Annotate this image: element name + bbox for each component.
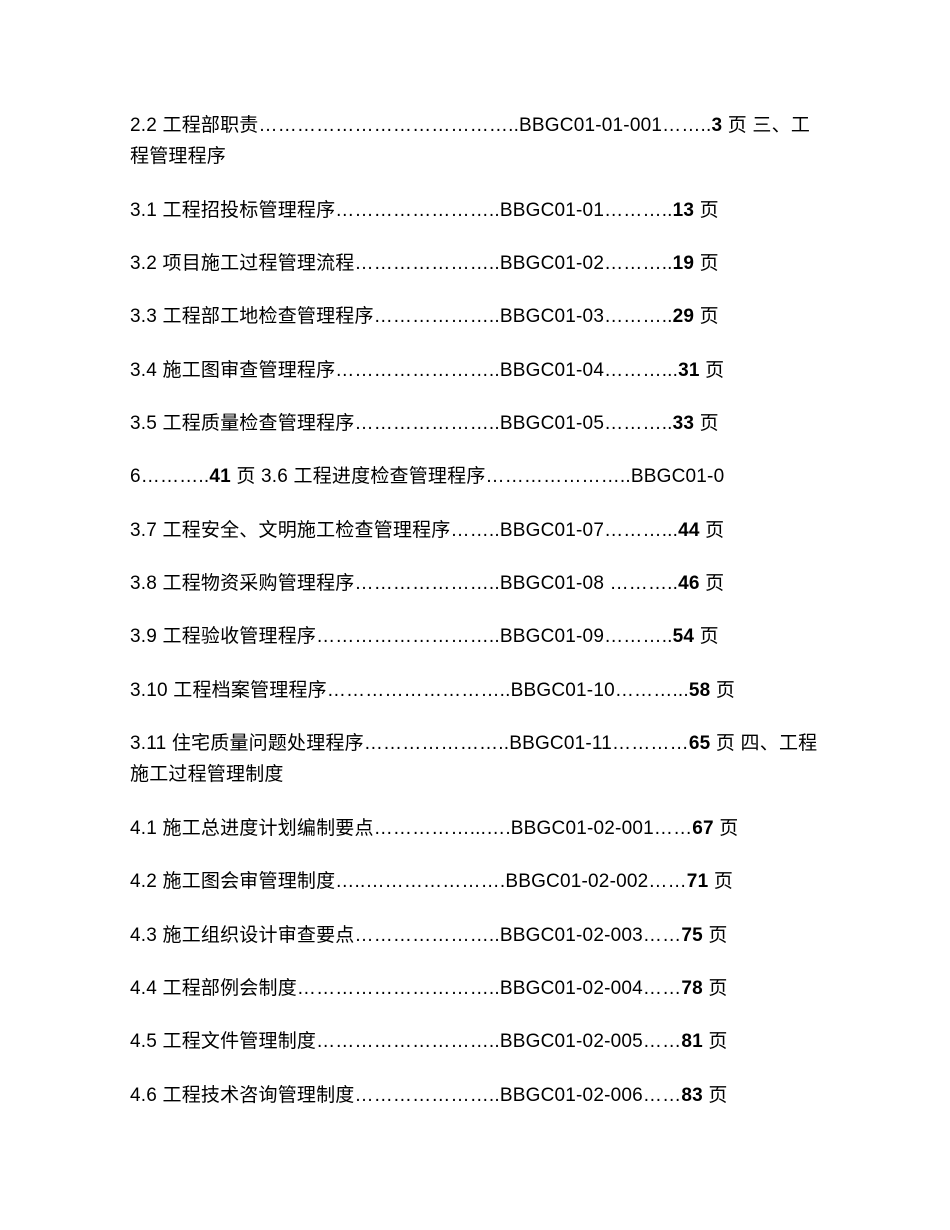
toc-entry: 4.4 工程部例会制度…………………………..BBGC01-02-004……78… xyxy=(130,973,820,1004)
toc-entry: 3.2 项目施工过程管理流程…………………..BBGC01-02………..19 … xyxy=(130,248,820,279)
toc-text: 2.2 工程部职责…………………………………..BBGC01-01-001…….… xyxy=(130,115,711,136)
toc-text: 4.2 施工图会审管理制度…..………………….BBGC01-02-002…… xyxy=(130,871,687,892)
toc-suffix: 页 xyxy=(694,306,719,327)
toc-entry: 3.1 工程招投标管理程序……………………..BBGC01-01………..13 … xyxy=(130,195,820,226)
toc-suffix: 页 xyxy=(700,573,725,594)
toc-page-number: 3 xyxy=(711,115,722,136)
toc-page-number: 71 xyxy=(687,871,709,892)
toc-text: 3.10 工程档案管理程序………………………..BBGC01-10………... xyxy=(130,680,689,701)
toc-suffix: 页 xyxy=(694,253,719,274)
toc-entry: 3.4 施工图审查管理程序……………………..BBGC01-04………...31… xyxy=(130,355,820,386)
toc-entry: 4.6 工程技术咨询管理制度…………………..BBGC01-02-006……83… xyxy=(130,1080,820,1111)
toc-entry: 2.2 工程部职责…………………………………..BBGC01-01-001…….… xyxy=(130,110,820,173)
toc-page-number: 81 xyxy=(681,1031,703,1052)
toc-suffix: 页 xyxy=(694,413,719,434)
toc-suffix: 页 xyxy=(708,871,733,892)
toc-text: 4.1 施工总进度计划编制要点……………...….BBGC01-02-001…… xyxy=(130,818,692,839)
toc-suffix: 页 xyxy=(710,680,735,701)
toc-entry: 3.7 工程安全、文明施工检查管理程序……..BBGC01-07………...44… xyxy=(130,515,820,546)
toc-text: 3.5 工程质量检查管理程序…………………..BBGC01-05……….. xyxy=(130,413,673,434)
toc-page-number: 67 xyxy=(692,818,714,839)
toc-suffix: 页 3.6 工程进度检查管理程序…………………..BBGC01-0 xyxy=(231,466,724,487)
toc-text: 4.6 工程技术咨询管理制度…………………..BBGC01-02-006…… xyxy=(130,1085,681,1106)
toc-suffix: 页 xyxy=(714,818,739,839)
toc-entry: 3.10 工程档案管理程序………………………..BBGC01-10………...5… xyxy=(130,675,820,706)
toc-text: 4.3 施工组织设计审查要点…………………..BBGC01-02-003…… xyxy=(130,925,681,946)
toc-text: 3.7 工程安全、文明施工检查管理程序……..BBGC01-07………... xyxy=(130,520,678,541)
toc-page-number: 75 xyxy=(681,925,703,946)
toc-suffix: 页 xyxy=(703,978,728,999)
toc-entry: 3.5 工程质量检查管理程序…………………..BBGC01-05………..33 … xyxy=(130,408,820,439)
toc-page-number: 31 xyxy=(678,360,700,381)
toc-text: 3.4 施工图审查管理程序……………………..BBGC01-04………... xyxy=(130,360,678,381)
toc-entry: 3.8 工程物资采购管理程序…………………..BBGC01-08 ………..46… xyxy=(130,568,820,599)
toc-page-number: 78 xyxy=(681,978,703,999)
toc-page-number: 65 xyxy=(689,733,711,754)
toc-page-number: 58 xyxy=(689,680,711,701)
toc-entry: 3.11 住宅质量问题处理程序…………………..BBGC01-11…………65 … xyxy=(130,728,820,791)
toc-text: 3.1 工程招投标管理程序……………………..BBGC01-01……….. xyxy=(130,200,673,221)
toc-text: 3.3 工程部工地检查管理程序………………..BBGC01-03……….. xyxy=(130,306,673,327)
toc-suffix: 页 xyxy=(703,1031,728,1052)
toc-suffix: 页 xyxy=(703,1085,728,1106)
toc-entry: 3.9 工程验收管理程序………………………..BBGC01-09………..54 … xyxy=(130,621,820,652)
toc-page-number: 41 xyxy=(209,466,231,487)
toc-text: 3.2 项目施工过程管理流程…………………..BBGC01-02……….. xyxy=(130,253,673,274)
toc-entry: 6………..41 页 3.6 工程进度检查管理程序…………………..BBGC01… xyxy=(130,461,820,492)
toc-page-number: 46 xyxy=(678,573,700,594)
toc-entry: 4.2 施工图会审管理制度…..………………….BBGC01-02-002……7… xyxy=(130,866,820,897)
toc-page-number: 54 xyxy=(673,626,695,647)
toc-suffix: 页 xyxy=(694,200,719,221)
toc-suffix: 页 xyxy=(694,626,719,647)
toc-entry: 4.3 施工组织设计审查要点…………………..BBGC01-02-003……75… xyxy=(130,920,820,951)
toc-page-number: 33 xyxy=(673,413,695,434)
toc-entry: 3.3 工程部工地检查管理程序………………..BBGC01-03………..29 … xyxy=(130,301,820,332)
toc-page-number: 44 xyxy=(678,520,700,541)
toc-entry: 4.1 施工总进度计划编制要点……………...….BBGC01-02-001……… xyxy=(130,813,820,844)
toc-text: 3.9 工程验收管理程序………………………..BBGC01-09……….. xyxy=(130,626,673,647)
toc-text: 3.11 住宅质量问题处理程序…………………..BBGC01-11………… xyxy=(130,733,689,754)
toc-suffix: 页 xyxy=(700,520,725,541)
toc-page-number: 83 xyxy=(681,1085,703,1106)
document-page: 2.2 工程部职责…………………………………..BBGC01-01-001…….… xyxy=(0,0,950,1193)
toc-entry: 4.5 工程文件管理制度………………………..BBGC01-02-005……81… xyxy=(130,1026,820,1057)
toc-text: 6……….. xyxy=(130,466,209,487)
toc-page-number: 19 xyxy=(673,253,695,274)
toc-text: 3.8 工程物资采购管理程序…………………..BBGC01-08 ……….. xyxy=(130,573,678,594)
toc-text: 4.5 工程文件管理制度………………………..BBGC01-02-005…… xyxy=(130,1031,681,1052)
toc-suffix: 页 xyxy=(703,925,728,946)
toc-text: 4.4 工程部例会制度…………………………..BBGC01-02-004…… xyxy=(130,978,681,999)
toc-page-number: 29 xyxy=(673,306,695,327)
toc-suffix: 页 xyxy=(700,360,725,381)
toc-page-number: 13 xyxy=(673,200,695,221)
